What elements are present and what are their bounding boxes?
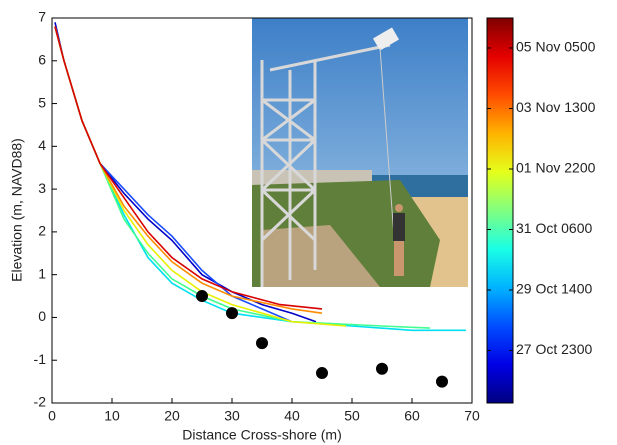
point <box>256 337 268 350</box>
colorbar-label: 01 Nov 2200 <box>516 160 596 176</box>
y-tick-label: 0 <box>38 308 46 324</box>
colorbar <box>486 17 514 404</box>
x-axis-label: Distance Cross-shore (m) <box>182 427 341 443</box>
x-tick-label: 70 <box>464 408 480 424</box>
y-tick-label: 4 <box>38 137 46 153</box>
colorbar-label: 29 Oct 1400 <box>516 281 592 297</box>
point <box>226 307 238 320</box>
x-tick-label: 20 <box>164 408 180 424</box>
y-axis-label: Elevation (m, NAVD88) <box>9 138 25 282</box>
y-tick-label: -2 <box>34 394 47 410</box>
x-tick-label: 60 <box>404 408 420 424</box>
y-tick-label: -1 <box>34 351 47 367</box>
x-tick-label: 30 <box>224 408 240 424</box>
y-tick-label: 6 <box>38 51 46 67</box>
y-tick-label: 2 <box>38 223 46 239</box>
point <box>376 362 388 375</box>
point <box>196 290 208 303</box>
x-tick-label: 50 <box>344 408 360 424</box>
y-tick-label: 3 <box>38 180 46 196</box>
y-tick-label: 1 <box>38 265 46 281</box>
colorbar-label: 03 Nov 1300 <box>516 99 596 115</box>
colorbar-label: 05 Nov 0500 <box>516 39 596 55</box>
y-tick-label: 5 <box>38 94 46 110</box>
point <box>316 367 328 380</box>
inset-photo <box>252 18 468 287</box>
colorbar-label: 31 Oct 0600 <box>516 220 592 236</box>
x-tick-label: 0 <box>48 408 56 424</box>
point <box>436 375 448 388</box>
colorbar-label: 27 Oct 2300 <box>516 341 592 357</box>
x-tick-label: 40 <box>284 408 300 424</box>
axes-frame <box>51 17 473 404</box>
x-tick-label: 10 <box>104 408 120 424</box>
y-tick-label: 7 <box>38 9 46 25</box>
profile-line <box>54 26 323 310</box>
